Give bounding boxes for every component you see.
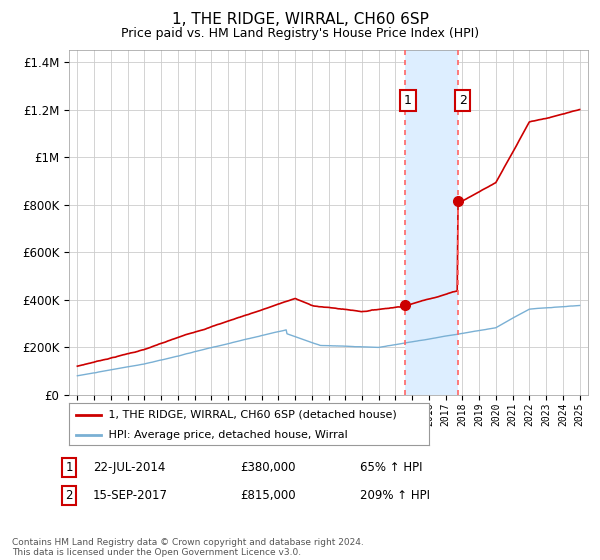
Text: Contains HM Land Registry data © Crown copyright and database right 2024.
This d: Contains HM Land Registry data © Crown c… (12, 538, 364, 557)
Text: 1, THE RIDGE, WIRRAL, CH60 6SP: 1, THE RIDGE, WIRRAL, CH60 6SP (172, 12, 428, 27)
Text: 1: 1 (65, 461, 73, 474)
Text: 2: 2 (65, 489, 73, 502)
Text: 2: 2 (458, 94, 467, 107)
Text: 1: 1 (404, 94, 412, 107)
Text: £815,000: £815,000 (240, 489, 296, 502)
Text: Price paid vs. HM Land Registry's House Price Index (HPI): Price paid vs. HM Land Registry's House … (121, 27, 479, 40)
Text: 1, THE RIDGE, WIRRAL, CH60 6SP (detached house): 1, THE RIDGE, WIRRAL, CH60 6SP (detached… (105, 410, 397, 420)
Text: 65% ↑ HPI: 65% ↑ HPI (360, 461, 422, 474)
Text: 15-SEP-2017: 15-SEP-2017 (93, 489, 168, 502)
Bar (404, 50, 458, 395)
Text: 22-JUL-2014: 22-JUL-2014 (93, 461, 166, 474)
Text: £380,000: £380,000 (240, 461, 296, 474)
Text: 209% ↑ HPI: 209% ↑ HPI (360, 489, 430, 502)
Text: HPI: Average price, detached house, Wirral: HPI: Average price, detached house, Wirr… (105, 430, 348, 440)
